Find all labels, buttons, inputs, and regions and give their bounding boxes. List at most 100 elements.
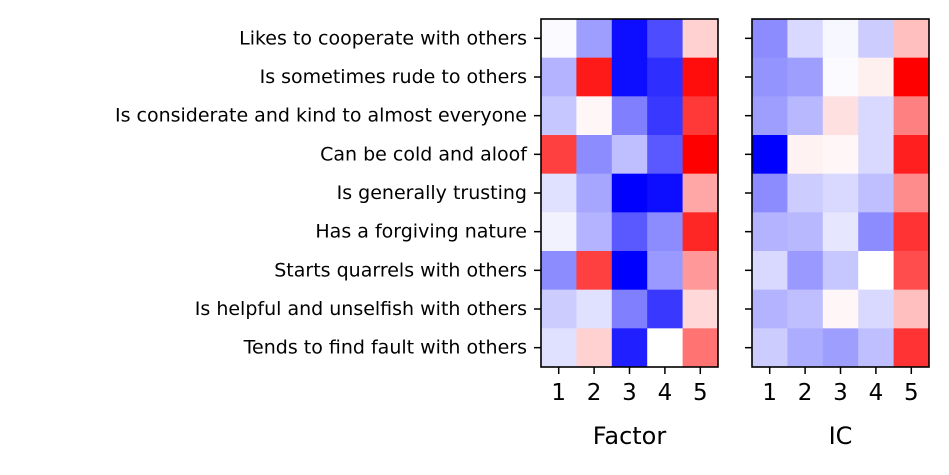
heatmap-cell [647,135,684,175]
heatmap-cell [893,19,930,59]
heatmap-cell [822,328,859,368]
heatmap-cell [822,135,859,175]
heatmap-cell [682,173,719,213]
y-tick-label: Starts quarrels with others [274,259,527,281]
heatmap-cell [682,57,719,97]
y-tick-label: Is sometimes rude to others [260,66,527,88]
heatmap-cell [611,289,648,329]
heatmap-cell [752,289,788,329]
heatmap-cell [611,251,648,291]
heatmap-cell [682,135,719,175]
heatmap-cell [752,251,788,291]
heatmap-cell [893,251,930,291]
heatmap-cell [682,289,719,329]
heatmap-cell [682,212,719,252]
heatmap-cell [822,251,859,291]
heatmap-cell [576,96,613,136]
heatmap-cell [787,57,824,97]
heatmap-cell [752,57,788,97]
heatmap-cell [576,328,613,368]
heatmap-cell [541,212,577,252]
x-tick-label: 3 [833,380,848,406]
heatmap-cell [541,328,577,368]
heatmap-cell [647,19,684,59]
heatmap-cell [647,57,684,97]
heatmap-cell [752,135,788,175]
heatmap-cell [541,57,577,97]
heatmap-cell [787,19,824,59]
heatmap-cell [787,173,824,213]
x-tick-label: 4 [869,380,884,406]
heatmap-cell [822,57,859,97]
heatmap-cell [647,328,684,368]
y-tick-label: Is helpful and unselfish with others [195,298,527,320]
heatmap-cell [611,19,648,59]
heatmap-cell [787,251,824,291]
heatmap-cell [858,251,895,291]
heatmap-cell [787,328,824,368]
heatmap-cell [822,173,859,213]
heatmap-cell [858,328,895,368]
heatmap-cell [576,289,613,329]
heatmap-cell [893,289,930,329]
heatmap-cell [611,96,648,136]
heatmap-cell [611,173,648,213]
x-tick-label: 5 [693,380,708,406]
heatmap-cell [576,19,613,59]
heatmap-cell [541,96,577,136]
heatmap-cell [611,135,648,175]
heatmap-cell [787,135,824,175]
heatmap-cell [682,328,719,368]
x-tick-label: 1 [551,380,566,406]
heatmap-panel-1: Likes to cooperate with others Is sometim… [115,18,719,450]
heatmap-cell [541,135,577,175]
heatmap-cell [893,212,930,252]
y-tick-label: Has a forgiving nature [315,221,527,243]
y-tick-label: Likes to cooperate with others [239,27,527,49]
x-tick-label: 3 [622,380,637,406]
heatmap-cell [893,96,930,136]
heatmap-cell [858,289,895,329]
heatmap-cell [858,57,895,97]
heatmap-cell [576,57,613,97]
heatmap-cell [541,289,577,329]
heatmap-cell [822,19,859,59]
heatmap-cell [647,212,684,252]
heatmap-cell [611,57,648,97]
x-tick-label: 2 [587,380,602,406]
heatmap-cell [858,19,895,59]
heatmap-cell [541,173,577,213]
heatmap-cell [893,135,930,175]
x-tick-label: 5 [904,380,919,406]
heatmap-cell [787,96,824,136]
heatmap-cell [752,19,788,59]
heatmap-cell [787,289,824,329]
heatmap-cell [611,212,648,252]
heatmap-cell [576,173,613,213]
y-tick-label: Is considerate and kind to almost everyo… [115,105,527,127]
heatmap-cell [787,212,824,252]
heatmap-cell [682,96,719,136]
heatmap-cell [576,251,613,291]
heatmap-cell [822,96,859,136]
heatmap-cell [682,19,719,59]
heatmap-cell [576,135,613,175]
heatmap-cell [752,328,788,368]
heatmap-cell [858,96,895,136]
heatmap-cell [893,57,930,97]
x-tick-label: 2 [798,380,813,406]
heatmap-cell [858,212,895,252]
heatmap-cell [647,96,684,136]
y-tick-label: Can be cold and aloof [320,143,528,165]
heatmap-cell [647,251,684,291]
heatmap-cell [611,328,648,368]
heatmap-cell [752,173,788,213]
heatmap-cell [858,173,895,213]
y-tick-label: Tends to find fault with others [243,337,527,359]
heatmap-cell [822,289,859,329]
heatmap-cell [858,135,895,175]
heatmap-cell [541,19,577,59]
heatmap-cell [682,251,719,291]
